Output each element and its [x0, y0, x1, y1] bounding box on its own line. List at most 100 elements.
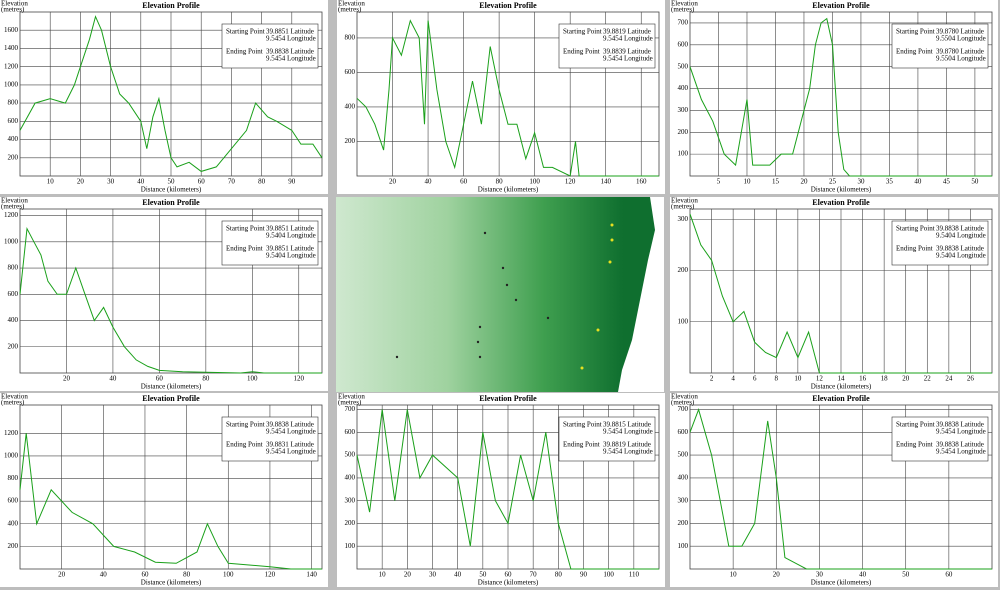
- legend-text: 39.8839 Latitude: [603, 48, 651, 56]
- elevation-line: [689, 17, 992, 177]
- legend-text: Ending Point: [226, 245, 263, 253]
- x-axis-label: Distance (kilometers): [141, 186, 202, 194]
- legend-text: Starting Point: [226, 28, 265, 36]
- x-tick-label: 120: [265, 571, 276, 579]
- elevation-chart: Elevation Profile Elevation(metres) Distan…: [670, 197, 998, 391]
- legend-box: [221, 23, 319, 69]
- y-axis-label: (metres): [671, 399, 695, 407]
- y-tick-label: 1000: [4, 452, 19, 460]
- chart-title: Elevation Profile: [142, 1, 200, 10]
- chart-title: Elevation Profile: [142, 394, 200, 403]
- x-tick-label: 140: [600, 178, 611, 186]
- y-tick-label: 100: [678, 317, 689, 325]
- y-tick-label: 800: [8, 264, 19, 272]
- legend-text: 39.8851 Latitude: [266, 245, 314, 253]
- elevation-line: [356, 19, 659, 177]
- plot-frame: [689, 11, 993, 177]
- y-tick-label: 1600: [4, 26, 19, 34]
- x-tick-label: 140: [306, 571, 317, 579]
- elevation-line: [19, 15, 323, 172]
- legend-text: 39.8838 Latitude: [936, 225, 984, 233]
- x-tick-label: 25: [829, 178, 837, 186]
- legend-text: 9.5454 Longitude: [266, 35, 316, 43]
- y-tick-label: 200: [8, 153, 19, 161]
- legend-text: Starting Point: [896, 225, 935, 233]
- x-axis-label: Distance (kilometers): [811, 186, 872, 194]
- y-axis-label: Elevation: [671, 0, 698, 8]
- x-tick-label: 60: [945, 571, 953, 579]
- x-tick-label: 16: [859, 375, 867, 383]
- legend-text: 9.5504 Longitude: [936, 35, 986, 43]
- y-tick-label: 600: [678, 40, 689, 48]
- x-tick-label: 10: [743, 178, 751, 186]
- x-tick-label: 40: [454, 571, 462, 579]
- x-tick-label: 30: [857, 178, 865, 186]
- elevation-line: [689, 408, 992, 570]
- plot-frame: [356, 11, 660, 177]
- legend-text: 39.8780 Latitude: [936, 28, 984, 36]
- legend-text: 39.8838 Latitude: [936, 421, 984, 429]
- x-tick-label: 45: [943, 178, 951, 186]
- elevation-chart: Elevation Profile Elevation(metres) Distan…: [670, 393, 998, 587]
- y-tick-label: 100: [345, 542, 356, 550]
- x-tick-label: 4: [731, 375, 735, 383]
- x-tick-label: 10: [794, 375, 802, 383]
- elevation-chart: Elevation Profile Elevation(metres) Distan…: [337, 0, 665, 194]
- x-tick-label: 40: [100, 571, 108, 579]
- y-tick-label: 200: [345, 519, 356, 527]
- y-tick-label: 200: [678, 128, 689, 136]
- y-tick-label: 100: [678, 542, 689, 550]
- y-tick-label: 400: [8, 135, 19, 143]
- y-axis-label: (metres): [338, 6, 362, 14]
- x-tick-label: 5: [717, 178, 721, 186]
- x-axis-label: Distance (kilometers): [141, 579, 202, 587]
- elevation-line: [689, 213, 992, 374]
- x-tick-label: 100: [529, 178, 540, 186]
- map-terrain: [336, 197, 655, 392]
- x-tick-label: 70: [228, 178, 236, 186]
- y-tick-label: 200: [8, 542, 19, 550]
- x-axis-label: Distance (kilometers): [478, 186, 539, 194]
- x-tick-label: 20: [77, 178, 85, 186]
- legend-text: 9.5454 Longitude: [603, 35, 653, 43]
- y-tick-label: 300: [678, 215, 689, 223]
- legend-text: Starting Point: [563, 421, 602, 429]
- x-tick-label: 40: [137, 178, 145, 186]
- legend-text: 9.5504 Longitude: [936, 55, 986, 63]
- legend-text: Ending Point: [896, 48, 933, 56]
- x-tick-label: 15: [772, 178, 780, 186]
- x-tick-label: 30: [429, 571, 437, 579]
- y-tick-label: 1200: [4, 62, 19, 70]
- y-tick-label: 600: [345, 428, 356, 436]
- x-tick-label: 60: [505, 571, 513, 579]
- y-tick-label: 300: [678, 496, 689, 504]
- y-tick-label: 400: [345, 103, 356, 111]
- y-tick-label: 200: [678, 519, 689, 527]
- legend-text: 39.8815 Latitude: [603, 421, 651, 429]
- x-tick-label: 20: [404, 571, 412, 579]
- x-tick-label: 35: [886, 178, 894, 186]
- legend-text: 39.8819 Latitude: [603, 28, 651, 36]
- x-tick-label: 110: [629, 571, 640, 579]
- x-tick-label: 24: [945, 375, 953, 383]
- x-tick-label: 70: [530, 571, 538, 579]
- y-axis-label: (metres): [1, 203, 25, 211]
- legend-text: 39.8851 Latitude: [266, 28, 314, 36]
- y-tick-label: 1000: [4, 80, 19, 88]
- x-tick-label: 80: [202, 375, 210, 383]
- legend-text: 9.5454 Longitude: [936, 428, 986, 436]
- y-axis-label: (metres): [338, 399, 362, 407]
- y-tick-label: 500: [345, 451, 356, 459]
- legend-text: 9.5454 Longitude: [266, 428, 316, 436]
- y-axis-label: (metres): [671, 6, 695, 14]
- elevation-chart: Elevation Profile Elevation(metres) Distan…: [670, 0, 998, 194]
- x-tick-label: 26: [967, 375, 975, 383]
- y-axis-label: (metres): [1, 399, 25, 407]
- y-axis-label: (metres): [671, 203, 695, 211]
- elevation-chart: Elevation Profile Elevation(metres) Distan…: [0, 0, 328, 194]
- x-tick-label: 120: [565, 178, 576, 186]
- x-tick-label: 80: [258, 178, 266, 186]
- chart-title: Elevation Profile: [812, 394, 870, 403]
- legend-text: 9.5404 Longitude: [936, 232, 986, 240]
- legend-text: 9.5454 Longitude: [603, 55, 653, 63]
